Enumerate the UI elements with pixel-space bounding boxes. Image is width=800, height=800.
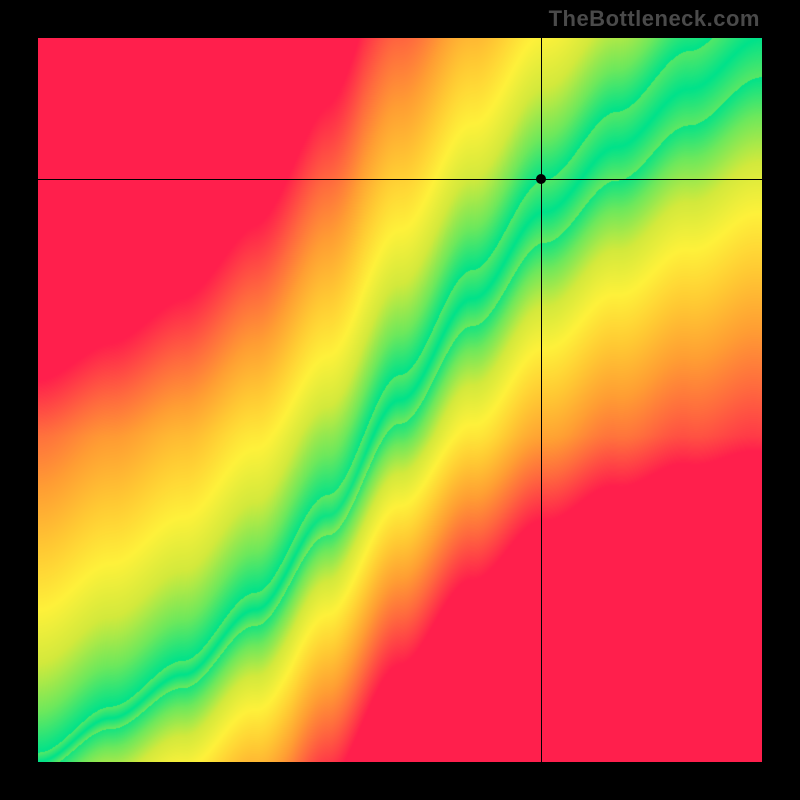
heatmap-canvas [38, 38, 762, 762]
crosshair-marker [536, 174, 546, 184]
crosshair-horizontal [38, 179, 762, 180]
watermark-text: TheBottleneck.com [549, 6, 760, 32]
crosshair-vertical [541, 38, 542, 762]
heatmap-plot [38, 38, 762, 762]
